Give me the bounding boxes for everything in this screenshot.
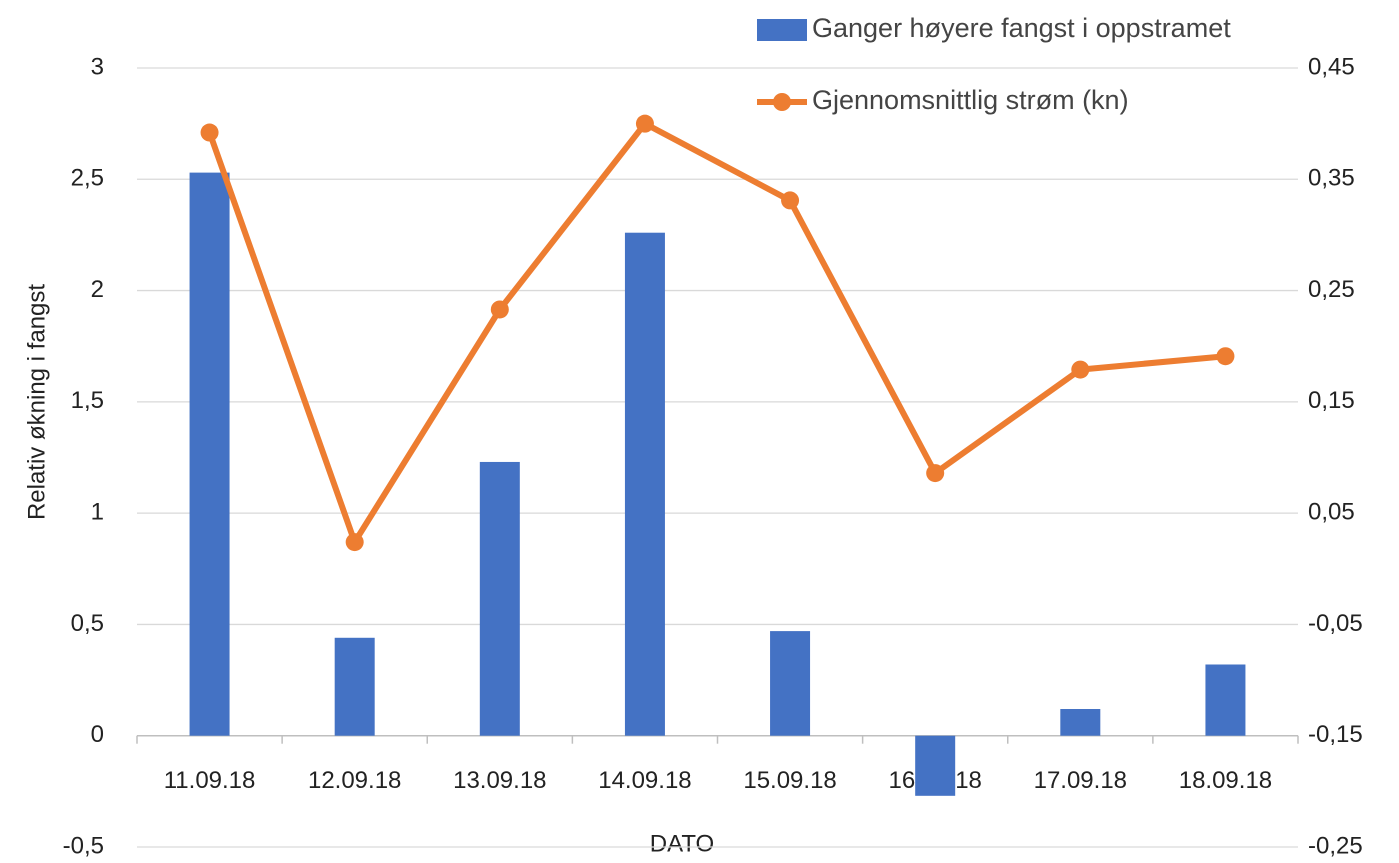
legend-swatch <box>757 19 807 41</box>
line-marker <box>635 114 654 133</box>
x-axis-label: DATO <box>650 830 714 857</box>
y-tick-label: 1,5 <box>71 387 104 414</box>
bar <box>334 637 375 736</box>
line-marker <box>490 300 509 319</box>
bar <box>1205 664 1246 736</box>
legend-label: Ganger høyere fangst i oppstramet <box>812 13 1231 43</box>
bar <box>624 232 665 736</box>
y2-tick-label: 0,15 <box>1308 387 1355 414</box>
y2-tick-label: -0,25 <box>1308 832 1363 859</box>
bar <box>915 735 956 796</box>
x-tick-label: 18.09.18 <box>1179 767 1272 794</box>
y-axis-label: Relativ økning i fangst <box>23 284 50 520</box>
x-tick-label: 15.09.18 <box>743 767 836 794</box>
y-tick-label: 0 <box>91 721 104 748</box>
x-tick-label: 13.09.18 <box>453 767 546 794</box>
x-tick-label: 17.09.18 <box>1034 767 1127 794</box>
y2-tick-label: 0,35 <box>1308 165 1355 192</box>
bar <box>479 461 520 736</box>
line-marker <box>1216 347 1235 366</box>
y-tick-label: 3 <box>91 53 104 80</box>
y2-tick-label: 0,45 <box>1308 53 1355 80</box>
x-tick-label: 11.09.18 <box>164 767 256 794</box>
legend-marker <box>773 93 791 111</box>
bar <box>770 631 811 736</box>
bar <box>189 172 230 736</box>
y-tick-label: 1 <box>91 498 104 525</box>
x-tick-label: 14.09.18 <box>598 767 691 794</box>
y2-tick-label: 0,05 <box>1308 498 1355 525</box>
line-marker <box>781 191 800 210</box>
x-tick-label: 12.09.18 <box>308 767 401 794</box>
line <box>206 120 1226 546</box>
y2-tick-label: -0,15 <box>1308 721 1363 748</box>
y2-tick-label: 0,25 <box>1308 276 1355 303</box>
bar <box>1060 709 1101 736</box>
line-marker <box>345 533 364 552</box>
y-tick-label: 2,5 <box>71 165 104 192</box>
y-tick-label: 0,5 <box>71 610 104 637</box>
y-tick-label: -0,5 <box>63 832 104 859</box>
line-marker <box>200 123 219 142</box>
line-marker <box>1071 360 1090 379</box>
legend-label: Gjennomsnittlig strøm (kn) <box>812 85 1129 115</box>
y2-tick-label: -0,05 <box>1308 610 1363 637</box>
y-tick-label: 2 <box>91 276 104 303</box>
line-marker <box>926 464 945 483</box>
